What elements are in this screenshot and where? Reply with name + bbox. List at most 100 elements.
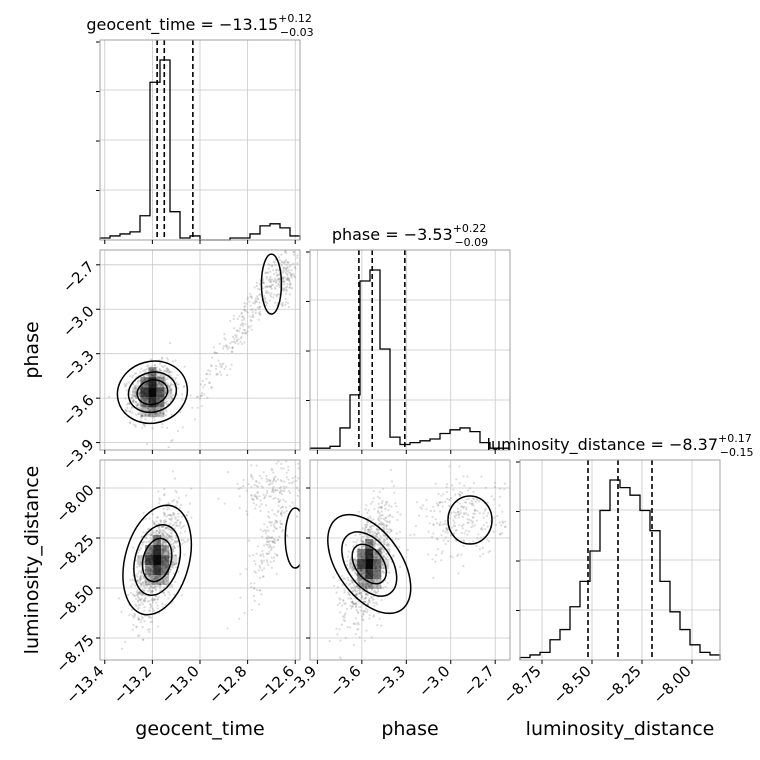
sample-point	[284, 267, 288, 270]
sample-point	[165, 536, 168, 539]
sample-point	[159, 383, 162, 386]
sample-point	[336, 586, 339, 589]
sample-point	[250, 494, 253, 497]
sample-point	[370, 524, 373, 527]
sample-point	[359, 583, 362, 586]
sample-point	[312, 212, 314, 214]
sample-point	[355, 622, 358, 626]
sample-point	[466, 518, 469, 521]
sample-point	[354, 617, 358, 620]
sample-point	[154, 588, 157, 591]
sample-point	[347, 583, 350, 586]
sample-point	[267, 537, 270, 540]
sample-point	[282, 277, 285, 280]
sample-point	[239, 324, 242, 327]
xaxis-label-geocent_time: geocent_time	[135, 718, 264, 740]
sample-point	[149, 569, 153, 572]
sample-point	[335, 627, 338, 630]
sample-point	[158, 502, 161, 505]
sample-point	[282, 266, 286, 269]
sample-point	[143, 606, 146, 609]
sample-point	[362, 600, 366, 604]
sample-point	[373, 551, 376, 554]
sample-point	[260, 477, 263, 480]
sample-point	[171, 397, 174, 400]
sample-point	[449, 534, 452, 537]
sample-point	[167, 551, 170, 554]
sample-point	[253, 599, 256, 603]
sample-point	[162, 534, 165, 537]
sample-point	[378, 523, 381, 526]
sample-point	[217, 359, 220, 362]
sample-point	[377, 543, 380, 546]
sample-point	[358, 576, 361, 579]
sample-point	[382, 540, 385, 543]
sample-point	[269, 280, 272, 283]
sample-point	[144, 587, 147, 590]
sample-point	[158, 530, 161, 533]
sample-point	[239, 573, 242, 576]
sample-point	[150, 358, 153, 361]
sample-point	[372, 601, 375, 605]
sample-point	[285, 272, 288, 276]
sample-point	[280, 530, 284, 533]
sample-point	[241, 324, 244, 327]
sample-point	[152, 578, 155, 581]
sample-point	[381, 522, 384, 525]
sample-point	[147, 552, 150, 555]
sample-point	[172, 564, 175, 567]
sample-point	[351, 600, 354, 604]
sample-point	[501, 510, 504, 513]
sample-point	[139, 371, 142, 374]
sample-point	[441, 505, 444, 508]
sample-point	[499, 532, 502, 536]
sample-point	[361, 585, 364, 588]
sample-point	[174, 489, 177, 492]
sample-point	[360, 593, 363, 597]
sample-point	[444, 536, 447, 539]
sample-point	[253, 302, 256, 305]
sample-point	[205, 377, 208, 380]
sample-point	[169, 392, 172, 395]
sample-point	[449, 555, 452, 558]
sample-point	[349, 626, 352, 629]
sample-point	[349, 582, 352, 586]
sample-point	[389, 528, 392, 531]
sample-point	[276, 521, 279, 524]
sample-point	[270, 547, 273, 550]
sample-point	[444, 500, 447, 503]
sample-point	[276, 302, 279, 305]
sample-point	[370, 578, 373, 582]
sample-point	[369, 584, 372, 587]
contour	[284, 507, 300, 569]
sample-point	[145, 565, 148, 569]
sample-point	[358, 592, 361, 595]
sample-point	[235, 334, 238, 337]
sample-point	[276, 538, 280, 542]
sample-point	[158, 532, 161, 535]
sample-point	[143, 568, 146, 571]
sample-point	[237, 487, 240, 490]
sample-point	[150, 372, 153, 375]
sample-point	[153, 537, 156, 540]
sample-point	[158, 368, 161, 371]
sample-point	[365, 588, 368, 591]
sample-point	[255, 495, 258, 498]
sample-point	[267, 267, 270, 270]
sample-point	[436, 538, 439, 541]
sample-point	[384, 538, 387, 541]
sample-point	[284, 286, 287, 289]
sample-point	[166, 533, 169, 536]
sample-point	[159, 542, 162, 545]
sample-point	[289, 282, 292, 286]
sample-point	[387, 548, 391, 551]
sample-point	[166, 382, 169, 385]
sample-point	[146, 381, 149, 384]
sample-point	[139, 621, 142, 624]
sample-point	[361, 539, 364, 543]
sample-point	[157, 542, 160, 545]
sample-point	[264, 286, 267, 289]
sample-point	[136, 404, 139, 407]
sample-point	[131, 578, 134, 582]
sample-point	[273, 277, 276, 280]
